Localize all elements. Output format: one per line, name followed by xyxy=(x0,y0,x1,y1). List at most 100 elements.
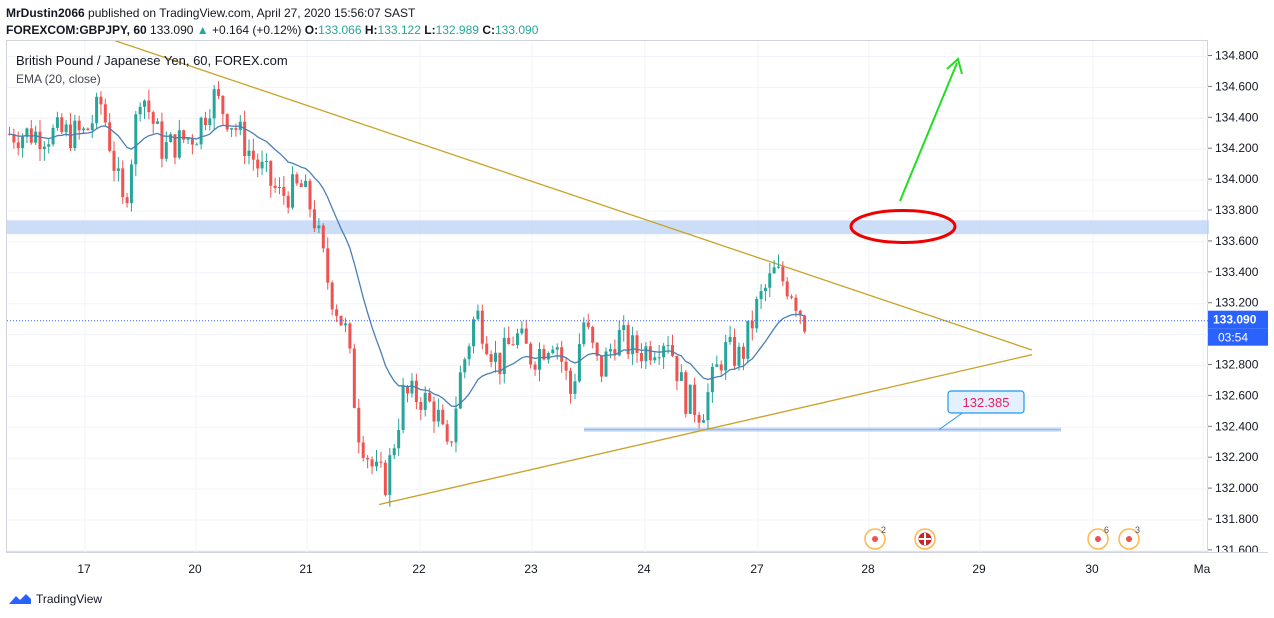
candle-body xyxy=(21,136,25,149)
time-tick-label: 20 xyxy=(188,562,202,576)
candle-body xyxy=(343,323,347,326)
candle-body xyxy=(507,337,511,345)
candle-body xyxy=(142,100,146,107)
candle-body xyxy=(86,128,90,131)
current-price-tag-label: 133.090 xyxy=(1213,313,1257,327)
price-tick-label: 132.400 xyxy=(1215,419,1259,433)
candle-body xyxy=(489,354,493,362)
legend-indicator[interactable]: EMA (20, close) xyxy=(16,72,101,86)
candle-body xyxy=(273,185,277,188)
candle-body xyxy=(286,195,290,208)
candle-body xyxy=(463,359,467,373)
candle-body xyxy=(125,197,129,204)
candle-body xyxy=(90,123,94,131)
publisher-name[interactable]: MrDustin2066 xyxy=(6,6,85,20)
candle-body xyxy=(203,117,207,126)
time-tick-label: 23 xyxy=(524,562,538,576)
price-axis[interactable]: 134.800 134.600 134.400 134.200 134.000 133.8… xyxy=(1208,40,1268,557)
candle-body xyxy=(47,144,51,147)
candle-body xyxy=(608,349,612,352)
candle-body xyxy=(173,134,177,158)
time-tick-label: 24 xyxy=(637,562,651,576)
up-triangle-icon: ▲ xyxy=(196,23,209,37)
candle-body xyxy=(177,130,181,158)
candle-body xyxy=(737,346,741,366)
candle-body xyxy=(626,325,630,355)
candle-body xyxy=(785,281,789,297)
candle-body xyxy=(631,335,635,355)
event-dot xyxy=(1126,536,1132,542)
time-tick-label: 29 xyxy=(972,562,986,576)
chart-pane[interactable]: 132.385 2 6 3 xyxy=(6,37,1209,553)
candle-body xyxy=(502,337,506,375)
candle-body xyxy=(715,364,719,367)
candle-body xyxy=(772,267,776,274)
candle-body xyxy=(520,328,524,334)
tradingview-brand: TradingView xyxy=(36,592,103,606)
candle-body xyxy=(666,345,670,347)
low-value: 132.989 xyxy=(435,23,479,37)
countdown-tag xyxy=(1208,328,1268,346)
candle-body xyxy=(295,174,299,184)
time-tick-label: 21 xyxy=(299,562,313,576)
candle-body xyxy=(156,121,160,124)
candle-body xyxy=(485,343,489,355)
low-label: L: xyxy=(424,23,436,37)
price-tick-label: 133.800 xyxy=(1215,203,1259,217)
candle-body xyxy=(617,330,621,356)
candle-body xyxy=(212,89,216,119)
open-value: 133.066 xyxy=(318,23,362,37)
candle-body xyxy=(195,144,199,146)
descending-trendline xyxy=(106,37,1033,351)
candle-body xyxy=(251,150,255,160)
candle-body xyxy=(445,424,449,442)
candle-body xyxy=(269,161,273,186)
candle-body xyxy=(613,349,617,356)
candle-body xyxy=(225,114,229,130)
candle-body xyxy=(308,180,312,210)
candle-body xyxy=(42,146,46,150)
candle-body xyxy=(312,209,316,229)
candle-body xyxy=(750,320,754,329)
time-tick-label: 22 xyxy=(412,562,426,576)
candle-body xyxy=(129,164,133,204)
candle-body xyxy=(99,96,103,105)
candle-body xyxy=(221,95,225,115)
candle-body xyxy=(768,273,772,288)
time-tick-label: Ma xyxy=(1194,562,1211,576)
candle-body xyxy=(538,348,542,370)
close-value: 133.090 xyxy=(494,23,539,37)
price-tick-label: 134.600 xyxy=(1215,79,1259,93)
event-dot xyxy=(1095,536,1101,542)
candle-body xyxy=(103,104,107,123)
price-change: +0.164 (+0.12%) xyxy=(212,23,302,37)
candle-body xyxy=(291,174,295,208)
tradingview-footer[interactable]: TradingView xyxy=(8,592,102,606)
symbol-name: FOREXCOM:GBPJPY, 60 xyxy=(6,23,147,37)
ema-line xyxy=(9,124,805,408)
price-tick-label: 134.400 xyxy=(1215,110,1259,124)
candle-body xyxy=(199,117,203,145)
candle-body xyxy=(569,370,573,394)
candle-body xyxy=(160,121,164,159)
price-tick-label: 131.600 xyxy=(1215,543,1259,552)
candle-body xyxy=(790,296,794,298)
time-tick-label: 30 xyxy=(1085,562,1099,576)
chart-canvas[interactable]: 132.385 2 6 3 xyxy=(7,37,1209,553)
candle-body xyxy=(515,333,519,345)
candle-body xyxy=(798,310,802,316)
time-tick-label: 27 xyxy=(750,562,764,576)
candle-body xyxy=(366,457,370,460)
candle-body xyxy=(217,89,221,96)
price-tick-label: 132.200 xyxy=(1215,450,1259,464)
candle-body xyxy=(304,180,308,187)
candle-body xyxy=(794,297,798,311)
high-value: 133.122 xyxy=(377,23,421,37)
candle-body xyxy=(450,441,454,443)
candle-body xyxy=(116,168,120,171)
price-tick-label: 134.200 xyxy=(1215,141,1259,155)
event-marker: 2 xyxy=(864,525,886,550)
candle-body xyxy=(335,309,339,316)
time-axis[interactable]: 17 20 21 22 23 24 27 28 29 30 Ma xyxy=(6,552,1268,583)
candle-body xyxy=(693,384,697,415)
